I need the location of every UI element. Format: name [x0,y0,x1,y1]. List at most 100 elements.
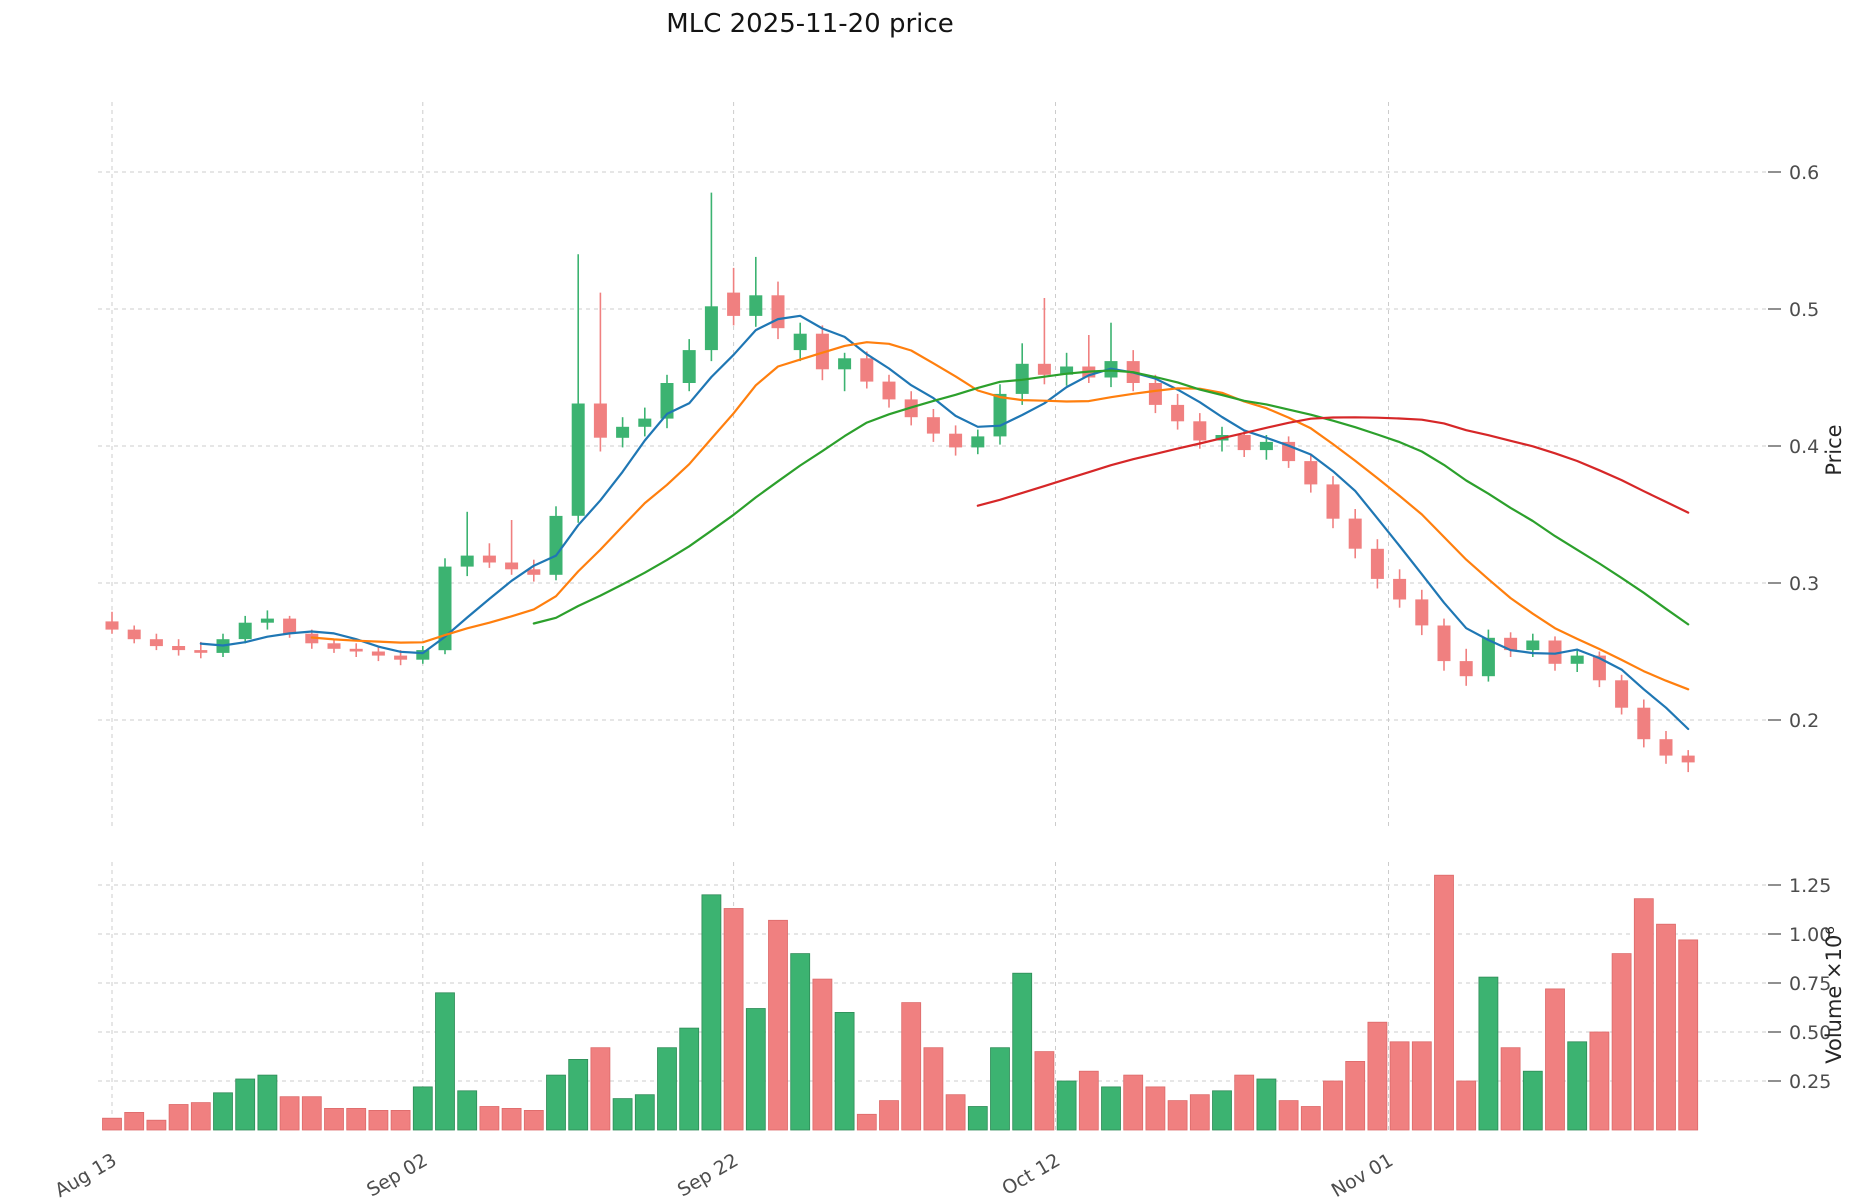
candle-body [616,426,630,438]
candle-body [1481,637,1495,677]
candle-body [882,381,896,400]
volume-bar [146,1119,167,1131]
volume-tick-label: 0.25 [1789,1071,1831,1093]
volume-bar [257,1074,278,1131]
volume-bar [479,1106,500,1131]
candle-body [793,333,807,351]
volume-bar [412,1086,433,1131]
candle-body [1548,640,1562,664]
candle-body [682,350,696,383]
volume-bar [523,1110,544,1131]
candles-layer [105,192,1695,773]
volume-bar [1256,1078,1277,1131]
volume-bar [1034,1051,1055,1131]
volume-bar [1234,1074,1255,1131]
volume-bar [1345,1061,1366,1131]
grid-layer [98,102,1778,1130]
x-tick-label: Nov 01 [1328,1149,1397,1202]
volume-bar [923,1047,944,1131]
volume-bar [790,953,811,1131]
candle-body [1237,435,1251,451]
candle-body [638,418,652,427]
candle-body [527,569,541,575]
volume-tick-label: 0.75 [1789,973,1831,995]
x-tick-label: Sep 02 [363,1149,431,1201]
price-tick-label: 0.6 [1789,162,1819,184]
volume-bar [967,1106,988,1131]
volume-bar [723,908,744,1131]
candle-body [1393,578,1407,600]
candle-body [815,333,829,370]
candle-body [1504,637,1518,651]
candle-body [771,295,785,329]
candle-body [238,622,252,640]
ma-line-SMA20 [532,369,1690,626]
volume-bar [1589,1031,1610,1131]
candle-body [283,618,297,634]
candle-body [349,648,363,652]
candle-body [971,436,985,448]
volume-bar [1656,923,1676,1131]
candle-body [327,643,341,649]
candle-body [438,566,452,651]
x-tick-label: Aug 13 [51,1149,120,1202]
volume-bar [1012,972,1033,1131]
ma-line-SMA10 [310,341,1690,691]
x-tick-label: Sep 22 [674,1149,742,1201]
candle-body [1659,739,1673,756]
candle-body [260,618,274,623]
volume-bar [879,1100,899,1131]
volume-bar [1500,1047,1521,1131]
volume-bar [657,1047,677,1131]
volume-bar [390,1110,411,1131]
volume-bar [546,1074,566,1131]
volume-bar [1678,939,1699,1131]
moving-averages-layer [199,314,1690,731]
candle-body [1415,599,1429,626]
volume-bar [634,1094,655,1131]
candle-body [1681,755,1695,763]
volume-bar [1101,1086,1121,1131]
candle-body [149,639,163,647]
volume-bar [1411,1041,1432,1131]
volume-bar [745,1008,766,1131]
candle-body [926,417,940,434]
candle-body [1148,383,1162,405]
volume-bar [612,1098,633,1131]
volume-bar [235,1078,256,1131]
volume-bar [812,978,833,1131]
volume-bar [1611,953,1632,1131]
volume-bar [1323,1080,1343,1131]
candle-body [1615,680,1629,708]
volume-bar [301,1096,322,1131]
candle-body [394,655,408,660]
volume-bar [856,1113,877,1131]
candle-body [949,433,963,448]
candle-body [1171,404,1185,422]
candle-body [1304,461,1318,485]
volume-bar [590,1047,611,1131]
volume-bar [1300,1106,1321,1131]
price-tick-label: 0.5 [1789,299,1819,321]
candle-body [1060,366,1074,375]
volume-bar [679,1027,700,1131]
volume-bar [1056,1080,1077,1131]
candle-body [1326,484,1340,519]
volume-axis-label: Volume ×10⁶ [1822,926,1846,1064]
price-tick-label: 0.2 [1789,710,1819,732]
volume-bar [457,1090,478,1131]
volume-bar [168,1104,189,1131]
volume-bar [1389,1041,1410,1131]
volume-bar [279,1096,300,1131]
volume-bar [213,1092,233,1131]
candle-body [105,621,119,630]
candle-body [194,650,208,653]
volume-bar [1434,874,1454,1131]
volume-bar [346,1108,367,1131]
volume-bar [990,1047,1010,1131]
x-tick-label: Oct 12 [998,1149,1064,1200]
candle-body [593,403,607,438]
candle-body [1592,655,1606,681]
